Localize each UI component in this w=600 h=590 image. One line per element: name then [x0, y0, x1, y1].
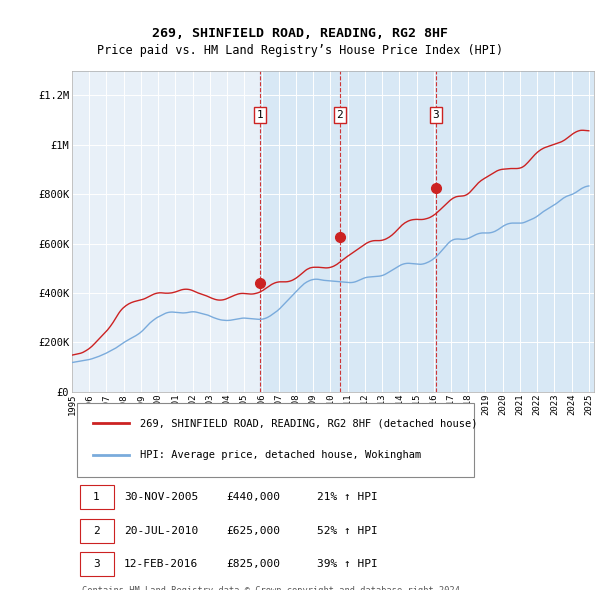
Text: 30-NOV-2005: 30-NOV-2005	[124, 492, 199, 502]
Text: 12-FEB-2016: 12-FEB-2016	[124, 559, 199, 569]
Text: 2: 2	[337, 110, 343, 120]
Text: 52% ↑ HPI: 52% ↑ HPI	[317, 526, 378, 536]
Text: £825,000: £825,000	[226, 559, 280, 569]
Text: HPI: Average price, detached house, Wokingham: HPI: Average price, detached house, Woki…	[140, 450, 421, 460]
Text: 39% ↑ HPI: 39% ↑ HPI	[317, 559, 378, 569]
Text: Price paid vs. HM Land Registry’s House Price Index (HPI): Price paid vs. HM Land Registry’s House …	[97, 44, 503, 57]
Text: 1: 1	[257, 110, 263, 120]
Text: 3: 3	[93, 559, 100, 569]
Text: 20-JUL-2010: 20-JUL-2010	[124, 526, 199, 536]
Text: £440,000: £440,000	[226, 492, 280, 502]
Text: Contains HM Land Registry data © Crown copyright and database right 2024.: Contains HM Land Registry data © Crown c…	[82, 586, 466, 590]
FancyBboxPatch shape	[80, 519, 114, 543]
Text: £625,000: £625,000	[226, 526, 280, 536]
FancyBboxPatch shape	[80, 485, 114, 509]
Text: 2: 2	[93, 526, 100, 536]
Text: 269, SHINFIELD ROAD, READING, RG2 8HF (detached house): 269, SHINFIELD ROAD, READING, RG2 8HF (d…	[140, 418, 478, 428]
Text: 1: 1	[93, 492, 100, 502]
Bar	[260, 71, 594, 392]
Text: 3: 3	[433, 110, 439, 120]
Text: 21% ↑ HPI: 21% ↑ HPI	[317, 492, 378, 502]
FancyBboxPatch shape	[80, 552, 114, 576]
FancyBboxPatch shape	[77, 403, 474, 477]
Text: 269, SHINFIELD ROAD, READING, RG2 8HF: 269, SHINFIELD ROAD, READING, RG2 8HF	[152, 27, 448, 40]
